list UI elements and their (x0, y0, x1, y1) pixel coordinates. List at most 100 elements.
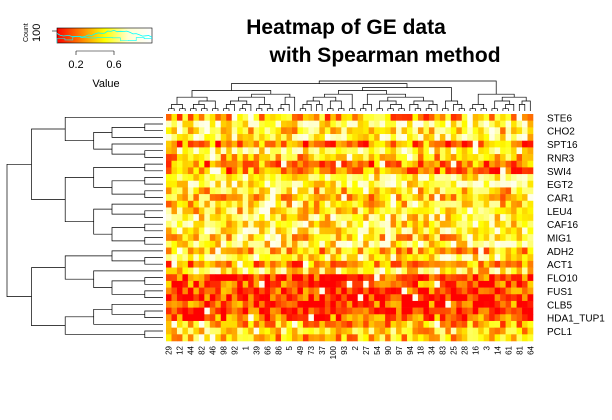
heatmap-cell (313, 274, 320, 282)
heatmap-cell (270, 114, 276, 121)
heatmap-cell (237, 240, 243, 248)
heatmap-cell (297, 260, 304, 268)
heatmap-cell (259, 254, 265, 262)
heatmap-cell (489, 134, 495, 142)
heatmap-cell (308, 320, 315, 328)
heatmap-cell (390, 174, 397, 182)
heatmap-cell (489, 194, 495, 202)
heatmap-cell (176, 267, 183, 275)
heatmap-cell (209, 260, 216, 268)
heatmap-cell (489, 260, 495, 268)
heatmap-cell (390, 207, 397, 215)
heatmap-cell (368, 300, 375, 308)
heatmap-cell (286, 247, 293, 255)
heatmap-cell (407, 300, 413, 308)
heatmap-cell (467, 260, 474, 268)
heatmap-cell (494, 314, 501, 322)
dendrogram-branch (111, 180, 145, 195)
heatmap-cell (291, 194, 298, 202)
heatmap-cell (522, 240, 528, 248)
heatmap-cell (423, 334, 430, 342)
heatmap-cell (511, 267, 517, 275)
heatmap-cell (281, 227, 287, 235)
heatmap-cell (330, 267, 337, 275)
heatmap-cell (352, 294, 359, 302)
heatmap-cell (253, 234, 260, 242)
heatmap-cell (450, 287, 457, 295)
heatmap-cell (264, 114, 271, 121)
heatmap-cell (412, 254, 419, 262)
heatmap-cell (401, 234, 408, 242)
heatmap-cell (324, 294, 331, 302)
dendrogram-branch (168, 108, 175, 111)
heatmap-cell (193, 180, 200, 188)
heatmap-cell (319, 280, 326, 288)
heatmap-cell (231, 314, 238, 322)
heatmap-cell (286, 314, 293, 322)
heatmap-cell (423, 327, 430, 335)
heatmap-cell (434, 187, 441, 195)
dendrogram-branch (64, 255, 112, 280)
heatmap-cell (242, 300, 249, 308)
heatmap-cell (527, 134, 534, 142)
heatmap-cell (330, 294, 337, 302)
heatmap-cell (374, 287, 380, 295)
row-label: STE6 (547, 113, 572, 124)
heatmap-cell (171, 327, 178, 335)
heatmap-cell (166, 280, 172, 288)
heatmap-cell (286, 194, 293, 202)
heatmap-cell (445, 140, 452, 148)
heatmap-cell (242, 327, 249, 335)
heatmap-cell (505, 247, 512, 255)
heatmap-cell (253, 167, 260, 175)
heatmap-cell (500, 200, 506, 208)
heatmap-cell (220, 334, 227, 342)
heatmap-cell (368, 167, 375, 175)
heatmap-cell (357, 120, 364, 128)
heatmap-cell (187, 234, 194, 242)
heatmap-cell (472, 247, 479, 255)
heatmap-cell (324, 267, 331, 275)
heatmap-cell (313, 207, 320, 215)
heatmap-cell (242, 267, 249, 275)
heatmap-cell (505, 307, 512, 315)
heatmap-cell (187, 280, 194, 288)
heatmap-cell (385, 260, 391, 268)
heatmap-cell (281, 247, 287, 255)
heatmap-cell (396, 274, 402, 282)
heatmap-cell (187, 114, 194, 121)
heatmap-cell (461, 254, 468, 262)
dendrogram-branch (6, 163, 32, 297)
heatmap-cell (341, 160, 348, 168)
heatmap-cell (171, 320, 178, 328)
heatmap-cell (313, 200, 320, 208)
heatmap-cell (516, 200, 523, 208)
heatmap-cell (204, 194, 211, 202)
heatmap-cell (379, 154, 386, 162)
heatmap-cell (237, 254, 243, 262)
heatmap-cell (242, 307, 249, 315)
heatmap-cell (357, 227, 364, 235)
heatmap-cell (346, 140, 353, 148)
heatmap-cell (417, 280, 424, 288)
heatmap-cell (319, 294, 326, 302)
heatmap-cell (450, 180, 457, 188)
heatmap-cell (166, 227, 172, 235)
heatmap-cell (511, 334, 517, 342)
heatmap-cell (231, 300, 238, 308)
heatmap-cell (357, 280, 364, 288)
heatmap-cell (489, 247, 495, 255)
heatmap-cell (220, 154, 227, 162)
heatmap-cell (379, 274, 386, 282)
heatmap-cell (270, 300, 276, 308)
heatmap-cell (467, 114, 474, 121)
heatmap-cell (237, 247, 243, 255)
heatmap-cell (215, 294, 222, 302)
heatmap-cell (407, 174, 413, 182)
heatmap-cell (248, 320, 254, 328)
heatmap-cell (259, 327, 265, 335)
heatmap-cell (407, 274, 413, 282)
heatmap-cell (324, 214, 331, 222)
heatmap-cell (472, 287, 479, 295)
heatmap-cell (270, 127, 276, 135)
